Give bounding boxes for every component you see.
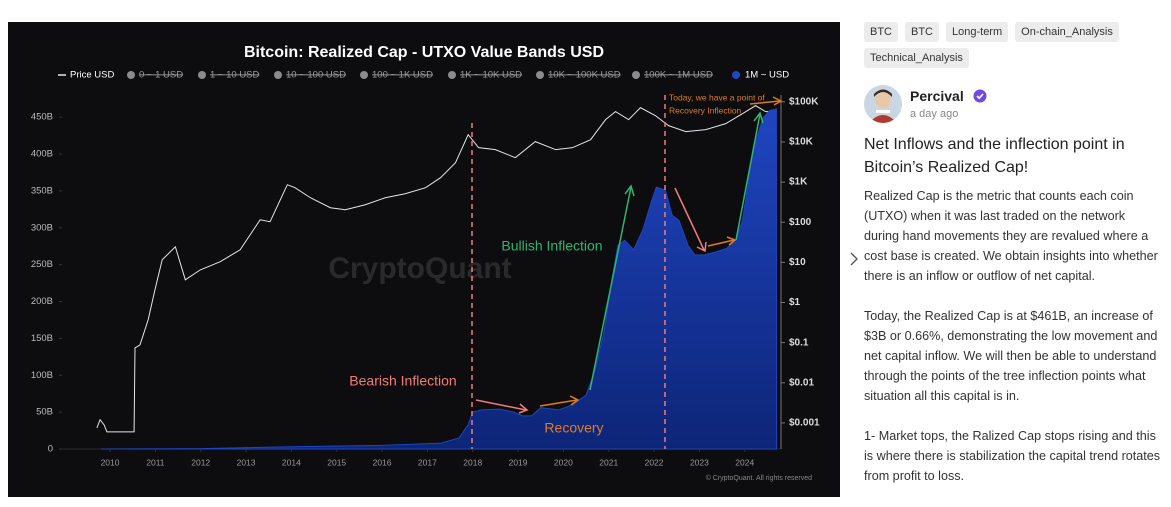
avatar[interactable] — [864, 85, 902, 123]
y2-tick-label: $100K — [789, 96, 819, 107]
y2-tick-label: $0.01 — [789, 377, 814, 388]
paragraph: Realized Cap is the metric that counts e… — [864, 189, 1158, 283]
x-tick-label: 2011 — [146, 457, 165, 467]
legend-label[interactable]: 0 ~ 1 USD — [139, 70, 183, 81]
chart-title: Bitcoin: Realized Cap - UTXO Value Bands… — [244, 44, 604, 61]
tag[interactable]: BTC — [905, 22, 939, 42]
legend-label[interactable]: 1K ~ 10K USD — [460, 70, 522, 81]
legend-swatch — [536, 71, 544, 79]
y-tick-label: 200B — [31, 296, 53, 307]
x-tick-label: 2014 — [282, 457, 301, 467]
post-panel: BTC BTC Long-term On-chain_Analysis Tech… — [864, 22, 1164, 483]
y2-tick-label: $0.1 — [789, 337, 809, 348]
post-body: Realized Cap is the metric that counts e… — [864, 186, 1162, 506]
legend-label[interactable]: 10 ~ 100 USD — [286, 70, 346, 81]
legend-swatch — [198, 71, 206, 79]
y2-tick-label: $1 — [789, 297, 801, 308]
chart: Bitcoin: Realized Cap - UTXO Value Bands… — [8, 22, 840, 497]
tag[interactable]: Long-term — [946, 22, 1009, 42]
x-tick-label: 2010 — [101, 457, 120, 467]
x-tick-label: 2022 — [645, 457, 664, 467]
y2-tick-label: $1K — [789, 177, 808, 188]
tag[interactable]: Technical_Analysis — [864, 48, 969, 68]
arrow — [539, 395, 580, 407]
legend-swatch — [274, 71, 282, 79]
y2-tick-label: $100 — [789, 217, 812, 228]
legend-label[interactable]: 100K ~ 1M USD — [644, 70, 713, 81]
x-tick-label: 2024 — [735, 457, 754, 467]
arrow — [749, 96, 783, 106]
legend-label[interactable]: Price USD — [70, 70, 114, 81]
annotation: Bearish Inflection — [349, 373, 456, 389]
y-tick-label: 50B — [36, 407, 53, 418]
next-button[interactable] — [847, 250, 861, 268]
y-tick-label: 0 — [48, 444, 53, 455]
verified-badge — [973, 89, 987, 103]
legend-label[interactable]: 100 ~ 1K USD — [372, 70, 433, 81]
y-tick-label: 350B — [31, 185, 53, 196]
x-tick-label: 2020 — [554, 457, 573, 467]
author: Percival a day ago — [864, 85, 1164, 125]
arrow — [475, 399, 529, 414]
x-tick-label: 2012 — [191, 457, 210, 467]
arrow — [589, 184, 635, 391]
tag[interactable]: On-chain_Analysis — [1015, 22, 1119, 42]
arrow — [674, 187, 707, 253]
y-tick-label: 300B — [31, 222, 53, 233]
paragraph: 1- Market tops, the Ralized Cap stops ri… — [864, 429, 1161, 483]
legend-swatch — [360, 71, 368, 79]
y-tick-label: 250B — [31, 259, 53, 270]
legend-label[interactable]: 1 ~ 10 USD — [210, 70, 260, 81]
legend-swatch — [632, 71, 640, 79]
annotation: Recovery — [544, 420, 603, 436]
legend-label[interactable]: 1M ~ USD — [745, 70, 789, 81]
avatar-image — [869, 89, 897, 123]
watermark: CryptoQuant — [328, 252, 511, 285]
x-tick-label: 2016 — [373, 457, 392, 467]
paragraph: Today, the Realized Cap is at $461B, an … — [864, 309, 1158, 403]
arrows — [475, 96, 783, 414]
credit: © CryptoQuant. All rights reserved — [706, 474, 812, 482]
x-tick-label: 2018 — [463, 457, 482, 467]
legend-swatch — [448, 71, 456, 79]
chevron-icon — [850, 252, 858, 266]
post-title: Net Inflows and the inflection point in … — [864, 136, 1125, 176]
y-tick-label: 100B — [31, 370, 53, 381]
post-time: a day ago — [910, 108, 959, 120]
legend-swatch — [732, 71, 740, 79]
y2-tick-label: $10 — [789, 257, 806, 268]
annotation: Bullish Inflection — [501, 238, 602, 254]
x-tick-label: 2021 — [599, 457, 618, 467]
x-tick-label: 2017 — [418, 457, 437, 467]
y-tick-label: 150B — [31, 333, 53, 344]
y2-tick-label: $10K — [789, 137, 814, 148]
x-tick-label: 2015 — [327, 457, 346, 467]
x-tick-label: 2013 — [237, 457, 256, 467]
arrow — [735, 111, 764, 241]
annotation: Today, we have a point of — [669, 92, 765, 102]
y2-tick-label: $0.001 — [789, 418, 820, 429]
line — [96, 105, 777, 433]
y-tick-label: 450B — [31, 112, 53, 123]
author-name[interactable]: Percival — [910, 88, 964, 104]
annotation: Recovery Inflection — [669, 105, 742, 115]
legend-label[interactable]: 10K ~ 100K USD — [548, 70, 621, 81]
legend-swatch — [127, 71, 135, 79]
x-tick-label: 2023 — [690, 457, 709, 467]
y-tick-label: 400B — [31, 149, 53, 160]
arrow — [707, 236, 737, 247]
x-tick-label: 2019 — [509, 457, 528, 467]
tag[interactable]: BTC — [864, 22, 898, 42]
tag-list: BTC BTC Long-term On-chain_Analysis Tech… — [864, 22, 1124, 68]
